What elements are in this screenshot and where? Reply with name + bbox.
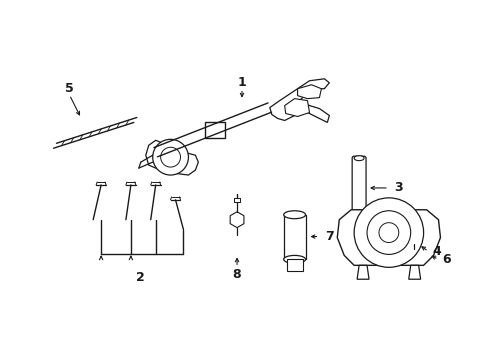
- Circle shape: [353, 198, 423, 267]
- Circle shape: [152, 139, 188, 175]
- Polygon shape: [297, 85, 321, 99]
- Ellipse shape: [283, 211, 305, 219]
- Polygon shape: [337, 210, 440, 265]
- Polygon shape: [205, 122, 224, 138]
- Text: 6: 6: [441, 253, 450, 266]
- Text: 3: 3: [394, 181, 402, 194]
- Text: 4: 4: [431, 245, 440, 258]
- Polygon shape: [408, 265, 420, 279]
- Ellipse shape: [353, 156, 364, 161]
- Text: 7: 7: [325, 230, 333, 243]
- Text: 8: 8: [232, 268, 241, 281]
- Circle shape: [161, 147, 180, 167]
- Polygon shape: [401, 222, 425, 228]
- Polygon shape: [145, 140, 198, 175]
- FancyBboxPatch shape: [351, 156, 366, 215]
- Text: 5: 5: [65, 82, 74, 95]
- Circle shape: [366, 211, 410, 255]
- Polygon shape: [403, 228, 423, 243]
- Polygon shape: [356, 265, 368, 279]
- Text: 2: 2: [136, 271, 145, 284]
- Polygon shape: [283, 215, 305, 260]
- Polygon shape: [286, 260, 302, 271]
- Ellipse shape: [353, 210, 364, 215]
- Circle shape: [378, 223, 398, 243]
- Polygon shape: [284, 99, 309, 117]
- Polygon shape: [230, 212, 244, 228]
- Polygon shape: [269, 79, 328, 122]
- Text: 1: 1: [237, 76, 246, 89]
- Ellipse shape: [283, 255, 305, 264]
